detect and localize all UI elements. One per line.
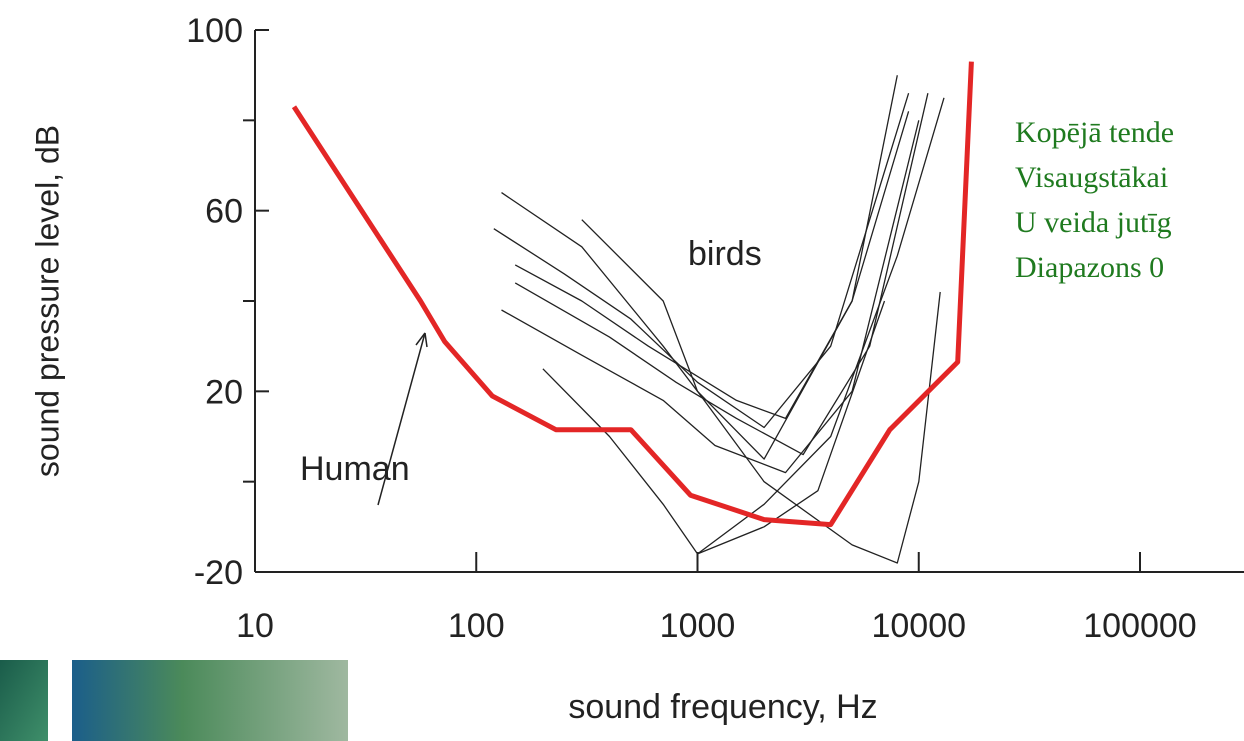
y-tick-label: 60 [205, 193, 243, 231]
bird-curve [697, 97, 945, 555]
side-text: Diapazons 0 [1015, 251, 1164, 284]
bird-curve [514, 93, 929, 456]
bird-curve [501, 120, 920, 474]
y-tick-label: -20 [194, 554, 243, 592]
side-text: Visaugstākai [1015, 161, 1168, 194]
bird-curve [493, 93, 910, 429]
x-tick-label: 100 [448, 607, 505, 645]
annotation-arrow-head [415, 332, 428, 348]
x-tick-label: 10000 [871, 607, 966, 645]
x-tick-label: 10 [236, 607, 274, 645]
bird-curve [581, 219, 941, 564]
x-tick-label: 1000 [660, 607, 736, 645]
y-tick-label: 100 [186, 12, 243, 50]
human-curve [291, 61, 974, 528]
bird-curve [514, 111, 910, 420]
decor-image [0, 660, 48, 741]
annotation: Human [300, 450, 410, 488]
side-text: U veida jutīg [1015, 206, 1172, 239]
decor-image [72, 660, 348, 741]
annotation-arrow [377, 332, 426, 506]
side-text: Kopējā tende [1015, 116, 1174, 149]
annotation: birds [688, 235, 762, 273]
x-tick-label: 100000 [1083, 607, 1196, 645]
x-axis-label: sound frequency, Hz [568, 688, 877, 726]
y-tick-label: 20 [205, 373, 243, 411]
y-axis-label: sound pressure level, dB [29, 125, 65, 477]
